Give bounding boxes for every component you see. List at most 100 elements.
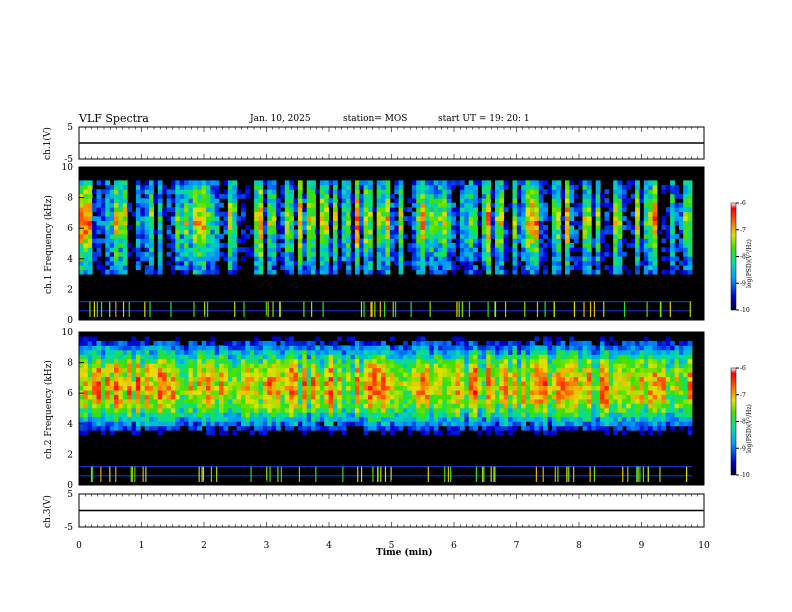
spectrogram-cell — [591, 416, 597, 422]
spectrogram-cell — [162, 403, 167, 409]
spectrogram-cell — [328, 358, 334, 364]
spectrogram-cell — [372, 345, 378, 351]
spectrogram-cell — [635, 421, 640, 427]
spectrogram-cell — [499, 354, 505, 360]
spectrogram-cell — [630, 367, 636, 373]
spectrogram-cell — [105, 256, 111, 262]
colorbar-tick-label: -6 — [740, 200, 746, 207]
spectrogram-cell — [363, 340, 369, 346]
spectrogram-cell — [276, 367, 281, 373]
spectrogram-cell — [582, 242, 588, 248]
spectrogram-cell — [79, 251, 84, 257]
spectrogram-cell — [363, 345, 369, 351]
spectrogram-cell — [346, 220, 351, 226]
spectrogram-cell — [442, 354, 448, 360]
spectrogram-cell — [604, 358, 610, 364]
spectrogram-cell — [411, 345, 417, 351]
spectrogram-cell — [648, 247, 653, 253]
spectrogram-cell — [302, 358, 308, 364]
spectrogram-cell — [429, 233, 435, 239]
spectrogram-cell — [389, 372, 395, 378]
spectrogram-cell — [122, 367, 128, 373]
spectrogram-cell — [376, 340, 382, 346]
spectrogram-cell — [315, 336, 321, 342]
spectrogram-cell — [214, 251, 220, 257]
spectrogram-cell — [556, 265, 562, 271]
spectrogram-cell — [503, 225, 509, 230]
spectrogram-cell — [670, 233, 675, 239]
spectrogram-cell — [315, 349, 321, 355]
spectrogram-cell — [648, 372, 653, 378]
spectrogram-cell — [368, 189, 373, 195]
spectrogram-cell — [389, 430, 395, 436]
spectrogram-cell — [341, 184, 347, 190]
spectrogram-cell — [398, 193, 404, 199]
spectrogram-cell — [534, 216, 540, 221]
spectrogram-cell — [254, 242, 259, 248]
spectrogram-cell — [144, 238, 150, 244]
spectrogram-cell — [302, 345, 308, 351]
spectrogram-cell — [140, 340, 146, 346]
spectrogram-cell — [455, 425, 461, 431]
spectrogram-cell — [595, 421, 601, 427]
spectrogram-cell — [455, 367, 461, 373]
spectrogram-cell — [376, 180, 382, 186]
spectrogram-cell — [232, 247, 238, 253]
spectrogram-cell — [122, 202, 128, 208]
spectrogram-cell — [109, 251, 115, 257]
spectrogram-cell — [170, 184, 176, 190]
spectrogram-cell — [652, 265, 658, 271]
spectrogram-cell — [363, 363, 369, 369]
spectrogram-cell — [284, 349, 290, 355]
spectrogram-cell — [481, 193, 487, 199]
spectrogram-cell — [490, 251, 496, 257]
spectrogram-cell — [372, 207, 378, 213]
spectrogram-cell — [569, 367, 575, 373]
spectrogram-cell — [227, 233, 233, 239]
spectrogram-cell — [639, 242, 645, 248]
spectrogram-cell — [424, 394, 430, 400]
spectrogram-cell — [324, 381, 329, 386]
spectrogram-cell — [578, 416, 583, 422]
spectrogram-cell — [232, 416, 238, 422]
spectrogram-cell — [210, 202, 216, 208]
spectrogram-cell — [495, 225, 500, 230]
spectrogram-cell — [468, 358, 474, 364]
spectrogram-cell — [297, 229, 303, 235]
spectrogram-cell — [179, 407, 185, 413]
spectrogram-cell — [297, 412, 303, 418]
spectrogram-cell — [652, 198, 658, 204]
spectrogram-cell — [455, 336, 461, 342]
spectrogram-cell — [459, 251, 465, 257]
spectrogram-cell — [661, 256, 667, 262]
spectrogram-cell — [179, 256, 185, 262]
spectrogram-cell — [184, 265, 189, 271]
spectrogram-cell — [503, 349, 509, 355]
spectrogram-cell — [670, 189, 675, 195]
spectrogram-cell — [411, 349, 417, 355]
spectrogram-cell — [109, 376, 115, 382]
spectrogram-cell — [573, 372, 579, 378]
spectrogram-cell — [271, 189, 277, 195]
spectrogram-cell — [105, 425, 111, 431]
spectrogram-cell — [499, 430, 505, 436]
spectrogram-cell — [170, 381, 176, 386]
spectrogram-cell — [604, 381, 610, 386]
spectrogram-cell — [582, 349, 588, 355]
spectrogram-cell — [311, 425, 316, 431]
spectrogram-cell — [219, 358, 224, 364]
spectrogram-cell — [210, 376, 216, 382]
spectrogram-cell — [420, 363, 426, 369]
spectrogram-cell — [118, 242, 124, 248]
spectrogram-cell — [586, 367, 592, 373]
spectrogram-cell — [403, 207, 408, 213]
spectrogram-cell — [486, 211, 491, 217]
spectrogram-cell — [337, 385, 343, 391]
spectrogram-cell — [127, 421, 132, 427]
spectrogram-cell — [311, 372, 316, 378]
spectrogram-cell — [670, 180, 675, 186]
spectrogram-cell — [600, 381, 605, 386]
spectrogram-cell — [201, 211, 207, 217]
spectrogram-cell — [556, 398, 562, 404]
spectrogram-cell — [276, 242, 281, 248]
